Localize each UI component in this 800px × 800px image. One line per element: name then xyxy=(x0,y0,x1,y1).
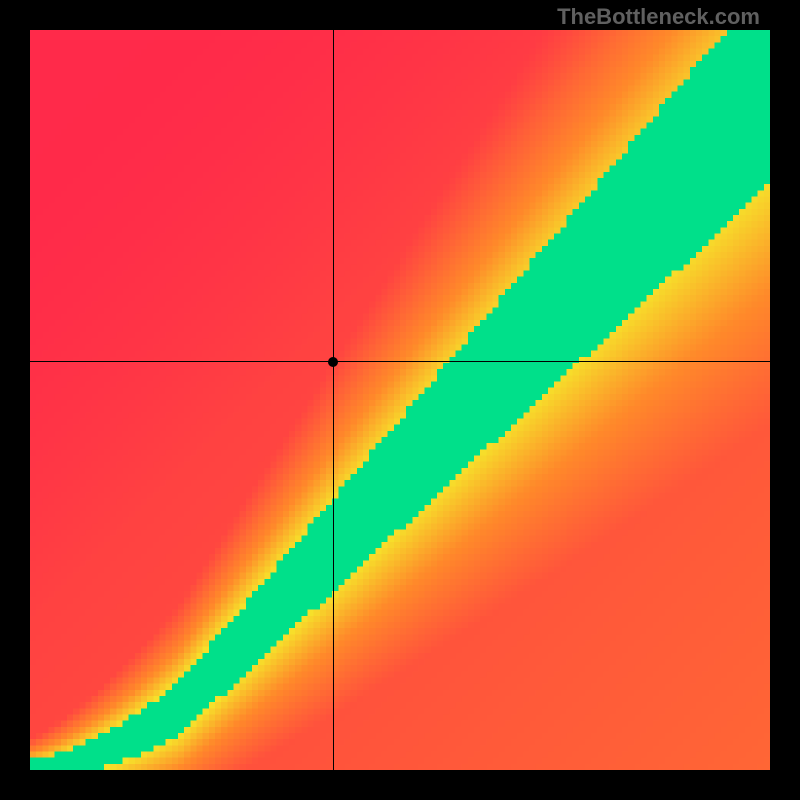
bottleneck-heatmap xyxy=(30,30,770,770)
chart-container: TheBottleneck.com xyxy=(0,0,800,800)
crosshair-vertical xyxy=(333,30,334,770)
watermark-text: TheBottleneck.com xyxy=(557,4,760,30)
crosshair-marker xyxy=(328,357,338,367)
crosshair-horizontal xyxy=(30,361,770,362)
